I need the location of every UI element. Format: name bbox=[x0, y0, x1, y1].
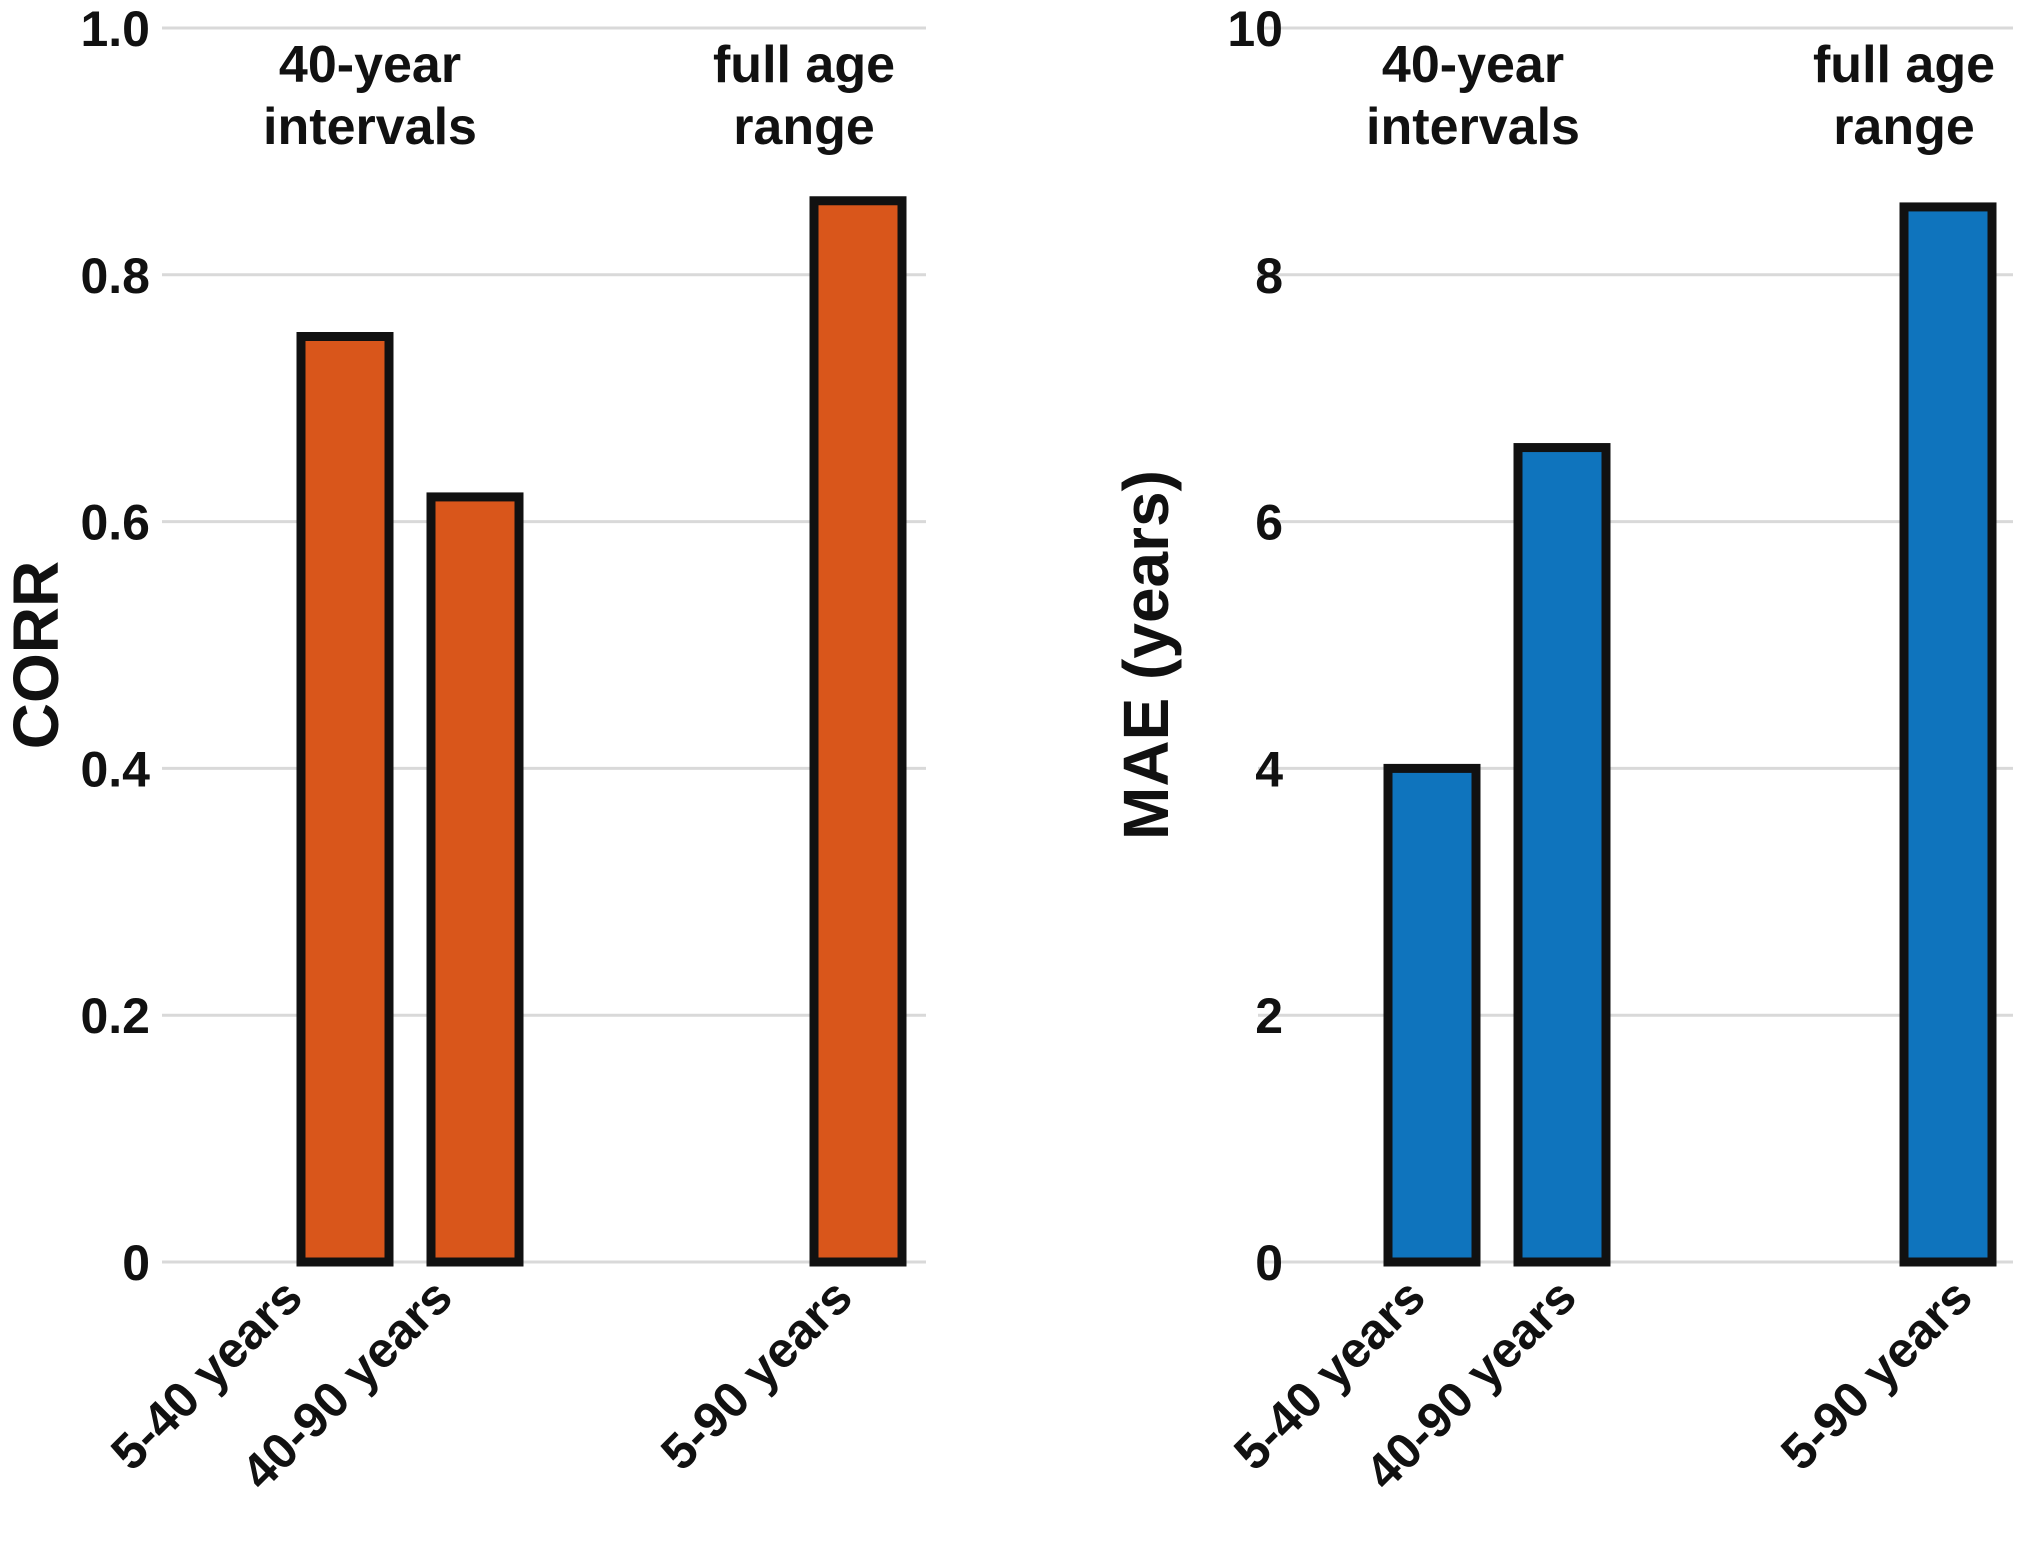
y-tick-label: 0.6 bbox=[80, 495, 150, 551]
annotation: 40-year intervals bbox=[1366, 36, 1580, 156]
annotation-line: 40-year bbox=[1382, 36, 1564, 94]
bar-1 bbox=[296, 332, 394, 1267]
annotation-line: range bbox=[733, 98, 875, 156]
y-tick-label: 8 bbox=[1255, 248, 1283, 304]
y-tick-label: 1.0 bbox=[80, 1, 150, 57]
y-tick-label: 2 bbox=[1255, 988, 1283, 1044]
y-tick-label: 0 bbox=[122, 1235, 150, 1291]
annotation-line: full age bbox=[1813, 36, 1995, 94]
annotation-line: range bbox=[1833, 98, 1975, 156]
y-tick-label: 0 bbox=[1255, 1235, 1283, 1291]
y-tick-label: 4 bbox=[1255, 741, 1283, 797]
bar-2 bbox=[426, 492, 524, 1267]
bar-2 bbox=[1513, 443, 1611, 1267]
y-tick-label: 10 bbox=[1227, 1, 1283, 57]
y-tick-label: 6 bbox=[1255, 495, 1283, 551]
annotation-line: 40-year bbox=[279, 36, 461, 94]
bar-1 bbox=[1383, 763, 1481, 1267]
y-tick-label: 0.8 bbox=[80, 248, 150, 304]
bar-3 bbox=[809, 196, 907, 1267]
annotation: 40-year intervals bbox=[263, 36, 477, 156]
annotation-line: full age bbox=[713, 36, 895, 94]
y-tick-label: 0.2 bbox=[80, 988, 150, 1044]
annotation-line: intervals bbox=[263, 98, 477, 156]
x-tick-label: 5-90 years bbox=[1770, 1268, 1983, 1481]
annotation: full age range bbox=[1813, 36, 1995, 156]
annotation: full age range bbox=[713, 36, 895, 156]
annotation-line: intervals bbox=[1366, 98, 1580, 156]
y-axis-label: CORR bbox=[0, 561, 72, 749]
x-tick-label: 5-90 years bbox=[650, 1268, 863, 1481]
y-tick-label: 0.4 bbox=[80, 741, 150, 797]
y-axis-label: MAE (years) bbox=[1110, 470, 1182, 840]
bar-3 bbox=[1899, 202, 1997, 1267]
